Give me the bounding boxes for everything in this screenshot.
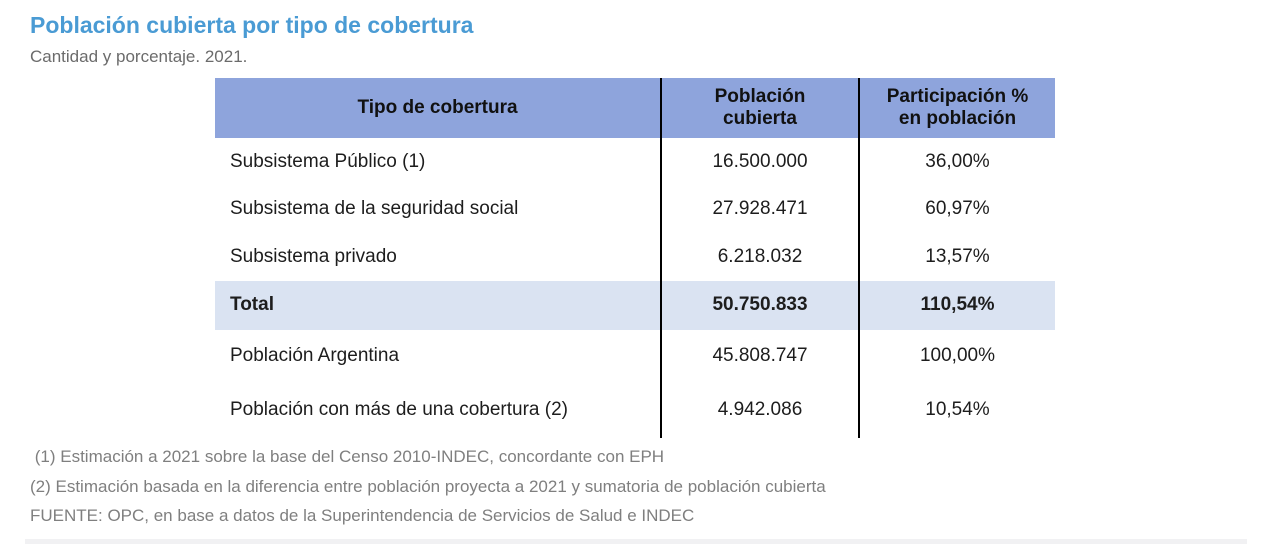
cell-poblacion-cubierta: 6.218.032 <box>660 233 858 281</box>
coverage-table: Tipo de cobertura Población cubierta Par… <box>215 78 1055 438</box>
column-header-poblacion-cubierta: Población cubierta <box>660 78 858 138</box>
cell-tipo-de-cobertura: Subsistema de la seguridad social <box>230 198 519 220</box>
table-row: Población con más de una cobertura (2) 4… <box>215 381 1055 438</box>
footnote-1: (1) Estimación a 2021 sobre la base del … <box>30 447 665 466</box>
source-line: FUENTE: OPC, en base a datos de la Super… <box>30 506 695 526</box>
column-header-tipo-de-cobertura: Tipo de cobertura <box>215 78 660 138</box>
cell-participacion: 13,57% <box>858 233 1055 281</box>
figure-title: Población cubierta por tipo de cobertura <box>30 12 474 38</box>
cell-tipo-de-cobertura: Total <box>230 294 274 316</box>
column-header-label: Población cubierta <box>714 86 806 129</box>
table-row: Total 50.750.833 110,54% <box>215 280 1055 330</box>
bottom-divider-bar <box>25 539 1247 544</box>
cell-poblacion-cubierta: 4.942.086 <box>660 381 858 438</box>
cell-tipo-de-cobertura: Población con más de una cobertura (2) <box>230 398 568 420</box>
cell-poblacion-cubierta: 50.750.833 <box>660 280 858 330</box>
footnote-2: (2) Estimación basada en la diferencia e… <box>30 476 826 496</box>
figure-subtitle: Cantidad y porcentaje. 2021. <box>30 47 248 66</box>
cell-tipo-de-cobertura: Subsistema privado <box>230 245 397 267</box>
cell-participacion: 10,54% <box>858 381 1055 438</box>
table-row: Subsistema privado 6.218.032 13,57% <box>215 233 1055 281</box>
cell-participacion: 100,00% <box>858 329 1055 382</box>
table-row: Subsistema Público (1) 16.500.000 36,00% <box>215 138 1055 186</box>
cell-poblacion-cubierta: 45.808.747 <box>660 329 858 382</box>
table-row: Subsistema de la seguridad social 27.928… <box>215 185 1055 233</box>
cell-participacion: 110,54% <box>858 280 1055 330</box>
footnotes-block: (1) Estimación a 2021 sobre la base del … <box>30 447 826 537</box>
cell-participacion: 60,97% <box>858 185 1055 233</box>
cell-poblacion-cubierta: 16.500.000 <box>660 138 858 186</box>
table-body: Subsistema Público (1) 16.500.000 36,00%… <box>215 138 1055 438</box>
cell-participacion: 36,00% <box>858 138 1055 186</box>
column-header-label: Tipo de cobertura <box>357 97 518 119</box>
table-header-row: Tipo de cobertura Población cubierta Par… <box>215 78 1055 138</box>
column-header-participacion: Participación % en población <box>858 78 1055 138</box>
cell-tipo-de-cobertura: Población Argentina <box>230 344 400 366</box>
cell-poblacion-cubierta: 27.928.471 <box>660 185 858 233</box>
column-header-label: Participación % en población <box>886 86 1029 129</box>
cell-tipo-de-cobertura: Subsistema Público (1) <box>230 150 426 172</box>
table-row: Población Argentina 45.808.747 100,00% <box>215 329 1055 382</box>
